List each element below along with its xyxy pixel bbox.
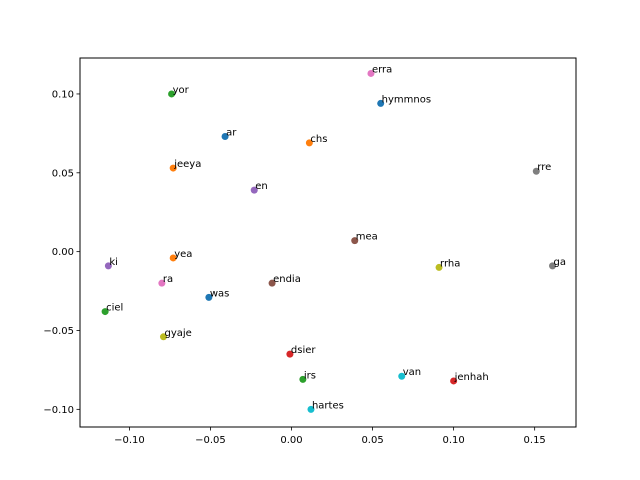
y-tick-label: 0.05 — [52, 168, 74, 179]
point-label: erra — [372, 64, 392, 75]
data-point — [159, 333, 167, 341]
point-label: jenhah — [454, 372, 489, 383]
point-label: ra — [163, 274, 173, 285]
point-label: ar — [226, 128, 237, 139]
data-point — [398, 372, 406, 380]
data-point — [377, 99, 385, 107]
data-point — [286, 350, 294, 358]
data-point — [532, 167, 540, 175]
point-label: hartes — [312, 400, 344, 411]
plot-frame — [79, 57, 577, 428]
point-label: ki — [109, 257, 118, 268]
x-tick-label: 0.15 — [524, 435, 546, 446]
x-tick-label: 0.05 — [361, 435, 383, 446]
data-point — [169, 164, 177, 172]
data-point — [168, 90, 176, 98]
x-tick-label: −0.05 — [195, 435, 226, 446]
point-label: dsier — [291, 345, 316, 356]
x-tick-label: 0.00 — [280, 435, 302, 446]
point-label: mea — [356, 232, 378, 243]
data-point — [367, 69, 375, 77]
data-point — [205, 293, 213, 301]
point-label: endia — [273, 274, 301, 285]
point-label: jeeya — [173, 159, 201, 170]
data-point — [158, 279, 166, 287]
x-tick-label: −0.10 — [114, 435, 145, 446]
point-label: rre — [537, 162, 551, 173]
y-tick-label: 0.00 — [52, 247, 74, 258]
point-label: van — [403, 367, 421, 378]
point-label: en — [255, 181, 267, 192]
point-label: hymmnos — [382, 94, 431, 105]
data-point — [221, 133, 229, 141]
point-label: was — [210, 288, 230, 299]
y-tick-label: −0.10 — [43, 405, 74, 416]
plot-points: erra hymmnos yor ar chs jeeya rre en mea yea ki ga r… — [101, 64, 566, 413]
data-point — [101, 308, 109, 316]
y-tick-label: 0.10 — [52, 89, 74, 100]
point-label: gyaje — [164, 328, 191, 339]
y-axis: −0.10 −0.05 0.00 0.05 0.10 — [43, 89, 80, 416]
data-point — [450, 377, 458, 385]
data-point — [268, 279, 276, 287]
x-axis: −0.10 −0.05 0.00 0.05 0.10 0.15 — [114, 427, 546, 446]
x-tick-label: 0.10 — [442, 435, 464, 446]
data-point — [305, 139, 313, 147]
data-point — [351, 237, 359, 245]
point-label: irs — [304, 370, 316, 381]
data-point — [250, 186, 258, 194]
data-point — [435, 263, 443, 271]
point-label: yea — [174, 249, 192, 260]
point-label: yor — [173, 85, 190, 96]
point-label: chs — [310, 134, 327, 145]
data-point — [548, 262, 556, 270]
data-point — [169, 254, 177, 262]
data-point — [299, 375, 307, 383]
data-point — [104, 262, 112, 270]
data-point — [307, 405, 315, 413]
point-label: ciel — [106, 303, 123, 314]
point-label: ga — [553, 257, 565, 268]
y-tick-label: −0.05 — [43, 326, 74, 337]
point-label: rrha — [440, 258, 460, 269]
